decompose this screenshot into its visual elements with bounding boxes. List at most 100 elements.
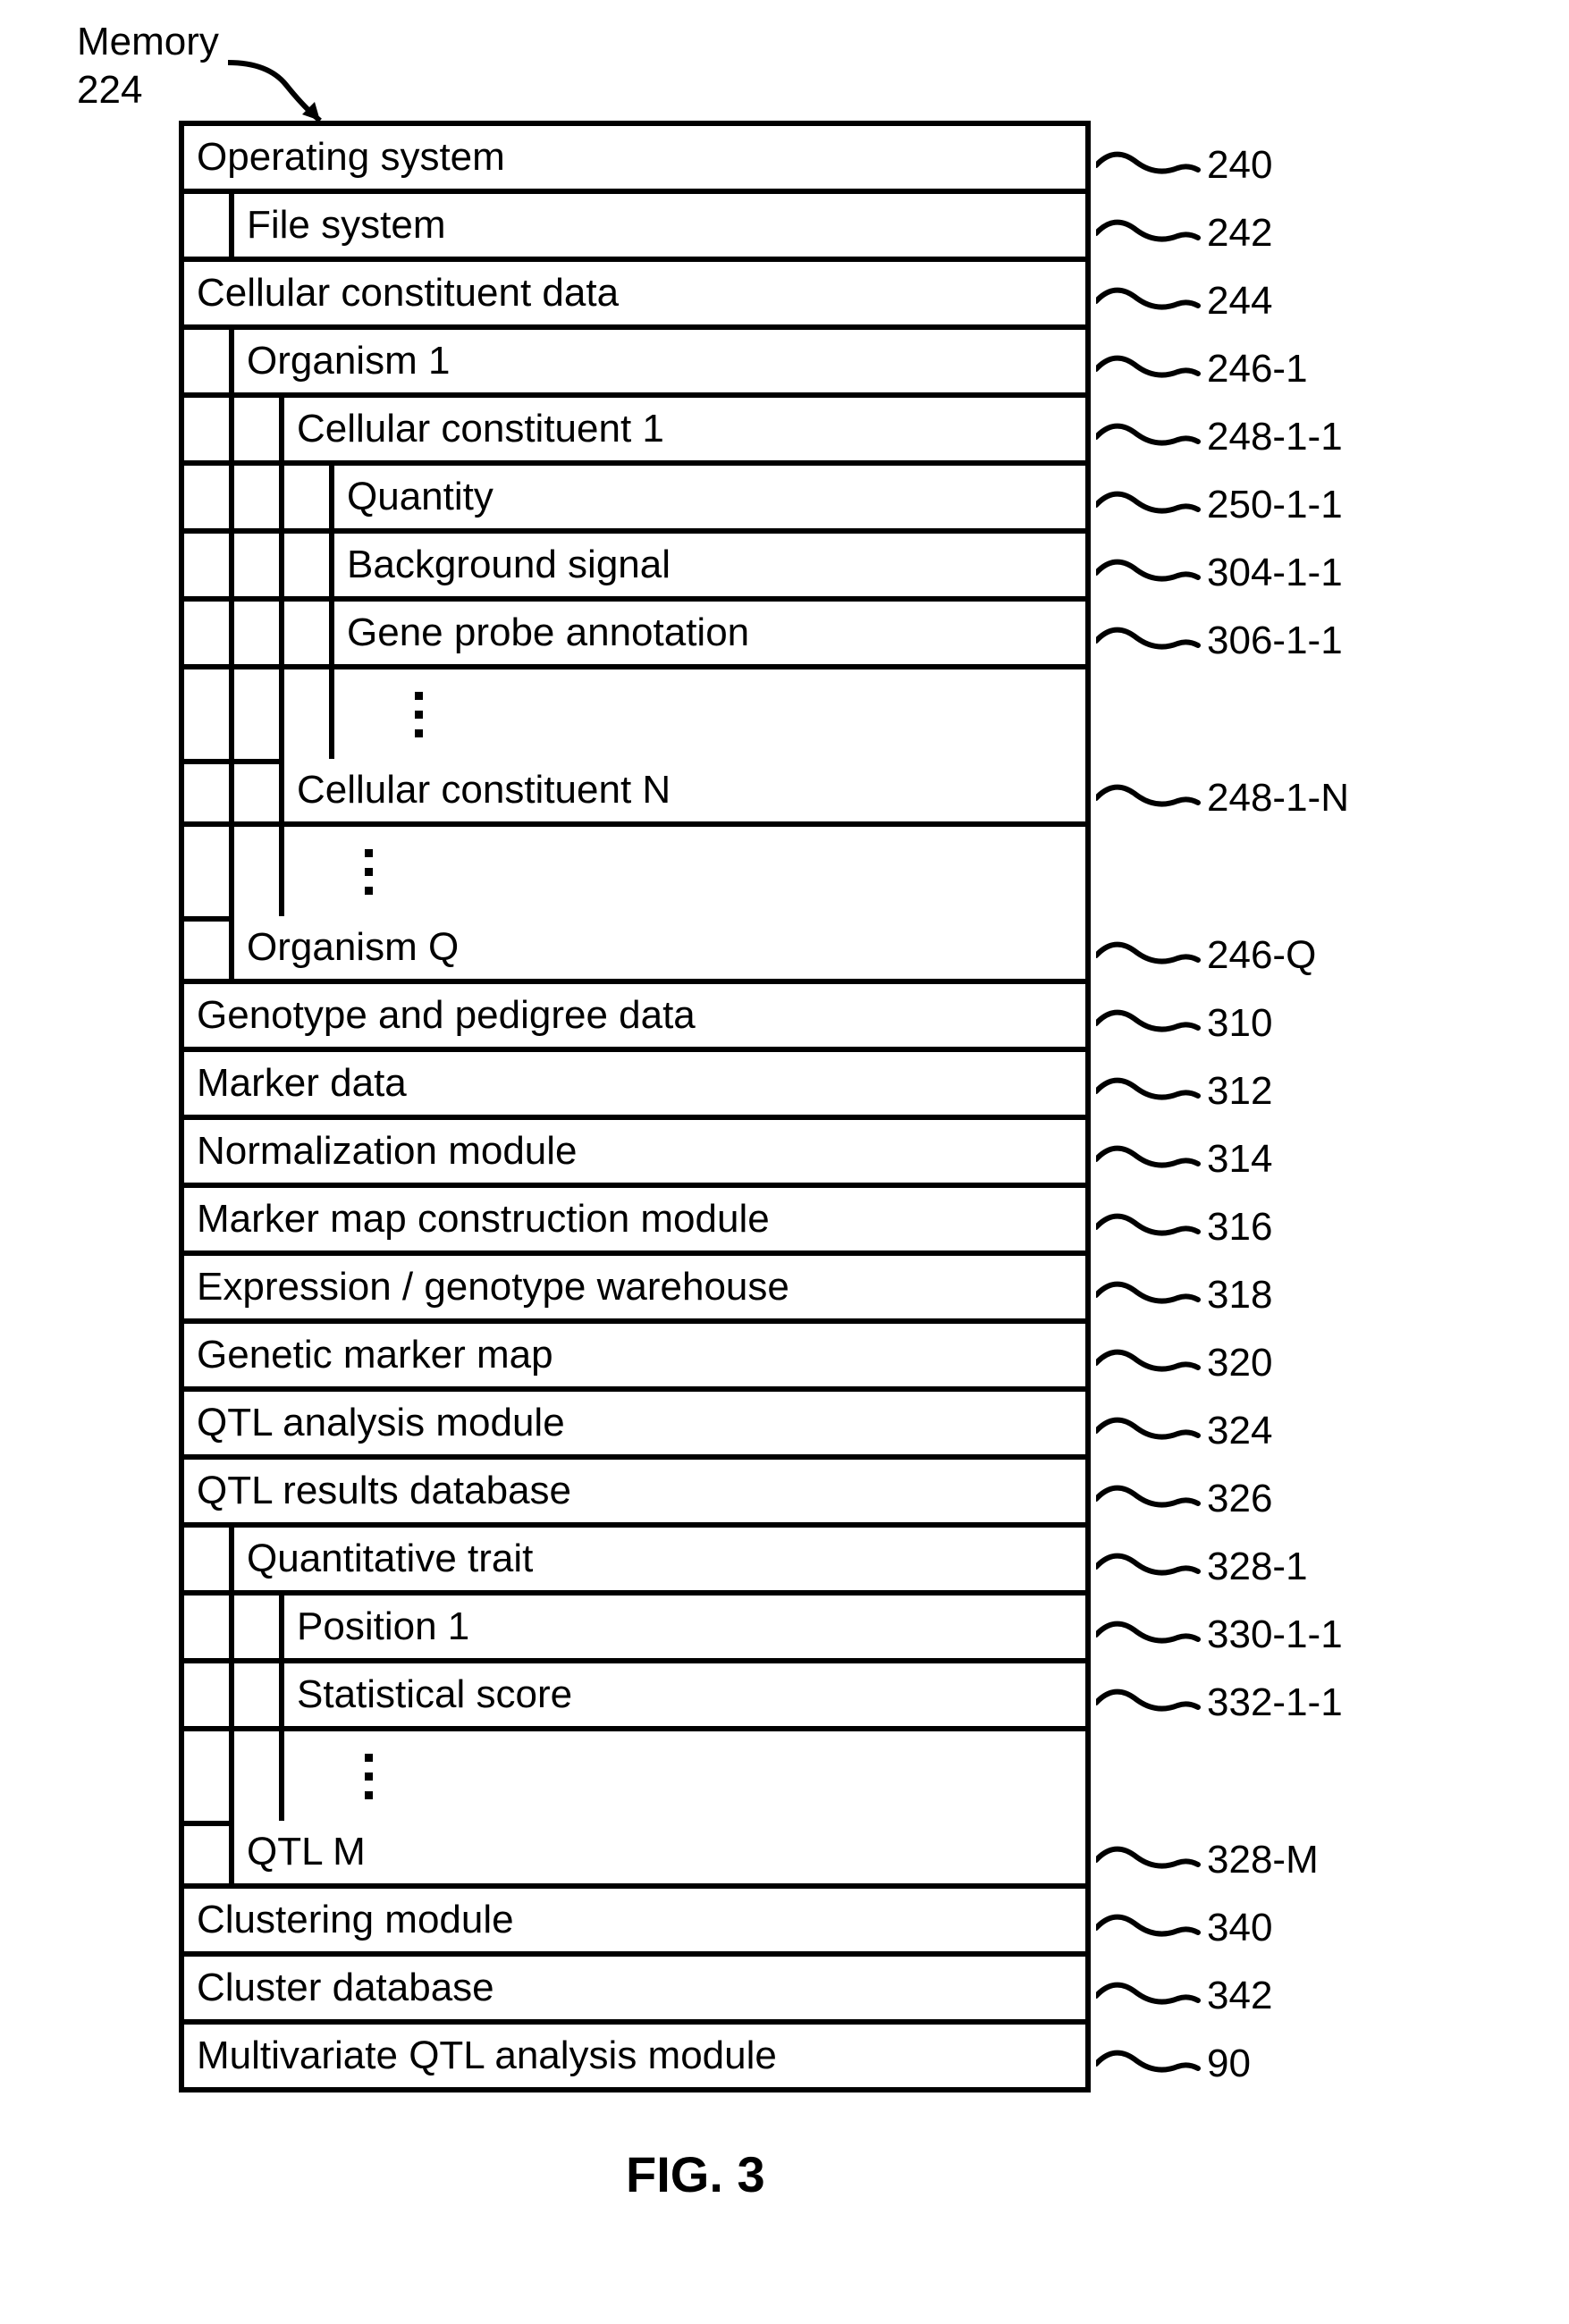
table-row: Operating system <box>184 126 1085 194</box>
table-row: Statistical score <box>184 1663 1085 1731</box>
row-label: Quantity <box>334 466 1085 528</box>
table-row: Cellular constituent 1 <box>184 398 1085 466</box>
ref-number: 246-Q <box>1207 933 1316 978</box>
indent-cell <box>184 466 234 534</box>
leader-line <box>1096 1612 1216 1657</box>
ref-number: 324 <box>1207 1409 1272 1453</box>
indent-cell <box>284 534 334 602</box>
ref-number: 312 <box>1207 1069 1272 1114</box>
table-row: Quantity <box>184 466 1085 534</box>
memory-table: Operating systemFile systemCellular cons… <box>179 121 1091 2092</box>
leader-line <box>1096 143 1216 188</box>
leader-line <box>1096 415 1216 459</box>
indent-cell <box>234 466 284 534</box>
ref-number: 242 <box>1207 211 1272 256</box>
ref-number: 248-1-1 <box>1207 415 1343 459</box>
leader-line <box>1096 619 1216 663</box>
row-label: Cellular constituent N <box>284 759 1085 821</box>
indent-cell <box>184 1596 234 1663</box>
row-label: Organism 1 <box>234 330 1085 392</box>
ref-number: 318 <box>1207 1273 1272 1318</box>
row-label: Marker data <box>184 1052 1085 1115</box>
table-row: Cluster database <box>184 1957 1085 2025</box>
indent-cell <box>284 602 334 669</box>
ref-number: 248-1-N <box>1207 776 1349 821</box>
indent-cell <box>184 1731 234 1826</box>
ref-number: 250-1-1 <box>1207 483 1343 527</box>
indent-cell <box>184 194 234 257</box>
indent-cell <box>184 827 234 922</box>
leader-line <box>1096 211 1216 256</box>
ref-number: 328-1 <box>1207 1545 1308 1589</box>
indent-cell <box>234 534 284 602</box>
indent-cell <box>184 759 234 827</box>
row-label: Genetic marker map <box>184 1324 1085 1386</box>
row-label: Cellular constituent data <box>184 262 1085 324</box>
row-label: Marker map construction module <box>184 1188 1085 1250</box>
table-row: Organism Q <box>184 916 1085 984</box>
indent-cell <box>184 1663 234 1731</box>
indent-cell <box>234 827 284 916</box>
table-row: Genetic marker map <box>184 1324 1085 1392</box>
table-row: Multivariate QTL analysis module <box>184 2025 1085 2092</box>
leader-line <box>1096 347 1216 392</box>
indent-cell <box>234 1596 284 1663</box>
ref-number: 304-1-1 <box>1207 551 1343 595</box>
table-row: Expression / genotype warehouse <box>184 1256 1085 1324</box>
table-row: Normalization module <box>184 1120 1085 1188</box>
leader-line <box>1096 1069 1216 1114</box>
row-label: Genotype and pedigree data <box>184 984 1085 1047</box>
row-label: Gene probe annotation <box>334 602 1085 664</box>
figure-caption: FIG. 3 <box>626 2145 765 2203</box>
indent-cell <box>234 1663 284 1731</box>
row-label: Quantitative trait <box>234 1528 1085 1590</box>
ellipsis <box>334 669 1085 759</box>
table-row: Cellular constituent N <box>184 759 1085 827</box>
leader-line <box>1096 1838 1216 1882</box>
leader-line <box>1096 1477 1216 1521</box>
ref-number: 342 <box>1207 1974 1272 2018</box>
ellipsis-row <box>184 1731 1085 1821</box>
table-row: File system <box>184 194 1085 262</box>
table-row: Marker map construction module <box>184 1188 1085 1256</box>
row-label: Cluster database <box>184 1957 1085 2019</box>
leader-line <box>1096 1545 1216 1589</box>
row-label: Statistical score <box>284 1663 1085 1726</box>
row-label: Multivariate QTL analysis module <box>184 2025 1085 2087</box>
indent-cell <box>184 398 234 466</box>
row-label: QTL M <box>234 1821 1085 1883</box>
leader-line <box>1096 1680 1216 1725</box>
ellipsis-row <box>184 669 1085 759</box>
row-label: Organism Q <box>234 916 1085 979</box>
leader-line <box>1096 933 1216 978</box>
leader-line <box>1096 279 1216 324</box>
indent-cell <box>184 330 234 398</box>
table-row: Quantitative trait <box>184 1528 1085 1596</box>
indent-cell <box>234 669 284 764</box>
ref-number: 340 <box>1207 1906 1272 1950</box>
table-row: Cellular constituent data <box>184 262 1085 330</box>
leader-line <box>1096 2042 1216 2086</box>
indent-cell <box>184 916 234 979</box>
indent-cell <box>234 759 284 827</box>
indent-cell <box>184 534 234 602</box>
indent-cell <box>184 669 234 764</box>
ref-number: 314 <box>1207 1137 1272 1182</box>
leader-line <box>1096 1205 1216 1250</box>
ref-number: 330-1-1 <box>1207 1612 1343 1657</box>
row-label: Operating system <box>184 126 1085 189</box>
leader-line <box>1096 551 1216 595</box>
table-row: QTL M <box>184 1821 1085 1889</box>
indent-cell <box>234 398 284 466</box>
leader-line <box>1096 1001 1216 1046</box>
leader-line <box>1096 1341 1216 1385</box>
indent-cell <box>234 1731 284 1821</box>
ellipsis <box>284 827 1085 916</box>
ref-number: 240 <box>1207 143 1272 188</box>
ref-number: 328-M <box>1207 1838 1319 1882</box>
leader-line <box>1096 1906 1216 1950</box>
row-label: Position 1 <box>284 1596 1085 1658</box>
indent-cell <box>234 602 284 669</box>
ref-number: 316 <box>1207 1205 1272 1250</box>
row-label: Normalization module <box>184 1120 1085 1183</box>
